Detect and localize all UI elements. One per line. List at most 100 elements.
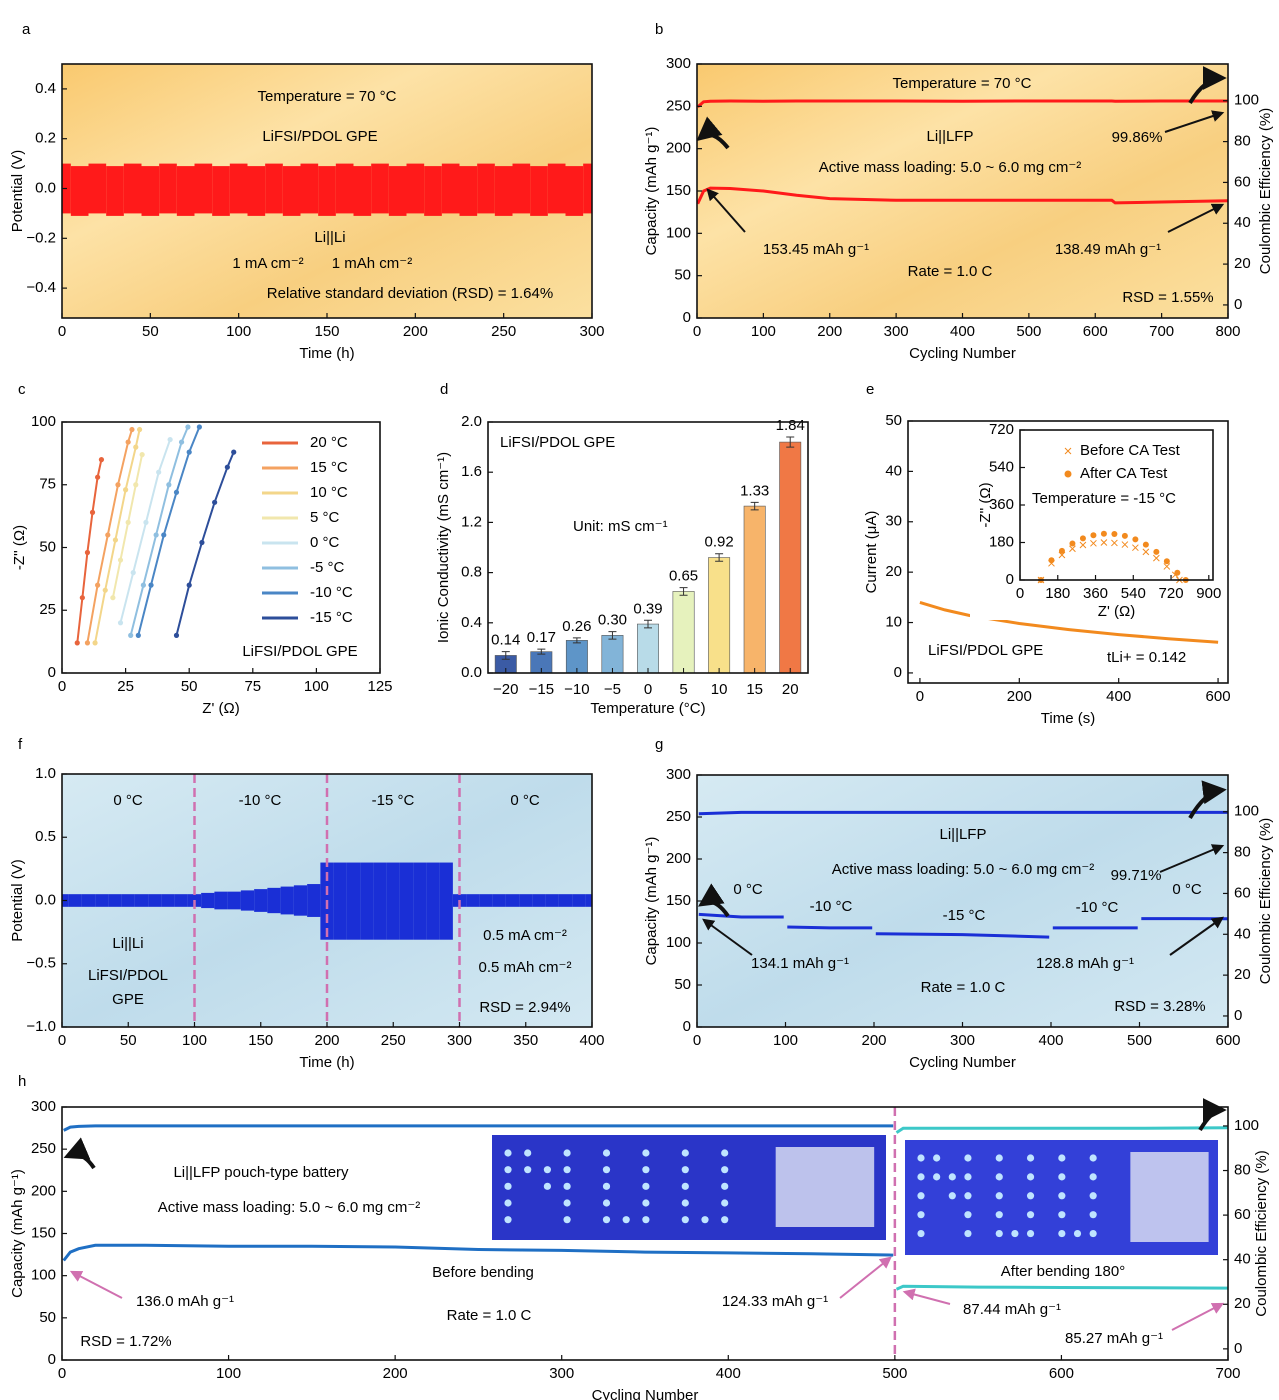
marker	[84, 549, 91, 556]
curved-arrow	[1188, 780, 1227, 819]
y2-tick-label: 60	[1234, 173, 1251, 190]
led	[524, 1166, 532, 1174]
marker	[178, 439, 185, 445]
axes-frame	[487, 421, 809, 674]
led	[504, 1199, 512, 1207]
marker	[186, 449, 192, 455]
marker	[212, 499, 218, 505]
led	[642, 1182, 650, 1190]
y-tick-label: −0.5	[26, 955, 56, 972]
led	[1058, 1154, 1066, 1162]
x-tick-label: −20	[493, 681, 518, 698]
marker	[1163, 563, 1171, 570]
y-tick-label: 30	[885, 513, 902, 530]
voltage-band	[441, 163, 460, 214]
x-tick-label: 600	[1049, 1365, 1074, 1382]
y-tick-label: 150	[666, 892, 691, 909]
annotation: LiFSI/PDOL GPE	[928, 642, 1043, 659]
marker	[105, 532, 111, 538]
x-tick-label: 400	[1106, 688, 1131, 705]
led	[1058, 1229, 1066, 1238]
voltage-band	[81, 894, 96, 907]
led	[681, 1166, 689, 1174]
led	[964, 1192, 972, 1200]
voltage-band	[148, 894, 162, 907]
voltage-band	[68, 894, 82, 907]
x-tick-label: 25	[117, 678, 134, 695]
data-line	[698, 912, 1229, 939]
x-tick-label: 75	[244, 678, 261, 695]
x-tick-label: 300	[447, 1032, 472, 1049]
data-line	[76, 459, 103, 644]
led	[642, 1166, 650, 1174]
annotation: Rate = 1.0 C	[921, 979, 1006, 996]
y-axis-label: Ionic Conductivity (mS cm⁻¹)	[435, 452, 452, 643]
voltage-band	[547, 163, 566, 214]
y-tick-label: 0.4	[461, 614, 482, 631]
marker	[1174, 569, 1181, 576]
led	[563, 1166, 571, 1174]
marker	[89, 509, 96, 515]
voltage-band	[293, 885, 308, 916]
panel-letter: g	[655, 736, 663, 753]
x-tick-label: 200	[314, 1032, 339, 1049]
y-tick-label: 250	[666, 808, 691, 825]
led	[504, 1182, 512, 1190]
led	[948, 1192, 956, 1200]
y-tick-label: 50	[674, 976, 691, 993]
curved-arrow	[1198, 1098, 1227, 1132]
y2-tick-label: 60	[1234, 884, 1251, 901]
error-bar	[750, 501, 759, 511]
marker	[1153, 548, 1160, 555]
y-tick-label: −0.2	[26, 229, 56, 246]
x-tick-label: 400	[579, 1032, 604, 1049]
annotation: RSD = 1.55%	[1122, 289, 1213, 306]
annotation: 153.45 mAh g⁻¹	[763, 241, 869, 258]
panel-letter: b	[655, 21, 663, 38]
error-bar	[572, 637, 581, 644]
voltage-band	[505, 894, 520, 907]
marker	[74, 640, 80, 646]
led	[602, 1199, 611, 1207]
legend-label: 10 °C	[310, 484, 348, 501]
y2-tick-label: 100	[1234, 803, 1259, 820]
led	[1026, 1192, 1035, 1200]
led	[642, 1149, 650, 1157]
led	[1026, 1211, 1035, 1219]
voltage-band	[346, 862, 361, 940]
legend-label: 20 °C	[310, 434, 348, 451]
x-tick-label: 100	[751, 323, 776, 340]
x-axis-label: Cycling Number	[592, 1387, 699, 1400]
voltage-band	[585, 894, 592, 907]
arrow	[1171, 1302, 1225, 1331]
y-tick-label: 1.2	[461, 513, 482, 530]
x-tick-label: 100	[773, 1032, 798, 1049]
y2-tick-label: 40	[1234, 925, 1251, 942]
panel-letter: c	[18, 381, 26, 398]
voltage-band	[212, 166, 230, 216]
arrow	[839, 1256, 892, 1299]
marker	[1079, 535, 1086, 542]
led	[602, 1166, 611, 1174]
voltage-band	[141, 166, 160, 216]
x-tick-label: 0	[58, 678, 66, 695]
led	[948, 1173, 956, 1181]
annotation: 0 °C	[510, 792, 540, 809]
marker	[102, 587, 108, 593]
annotation: Li||LFP	[940, 826, 987, 843]
legend-swatch	[1064, 447, 1072, 455]
annotation: -10 °C	[810, 898, 853, 915]
y-tick-label: 150	[31, 1224, 56, 1241]
voltage-band	[388, 166, 407, 216]
y2-tick-label: 20	[1234, 1295, 1251, 1312]
x-tick-label: 0	[644, 681, 652, 698]
y-axis-label: -Z'' (Ω)	[977, 482, 994, 527]
error-bar	[679, 587, 688, 596]
marker	[1069, 545, 1076, 553]
marker	[185, 424, 191, 430]
voltage-band	[265, 163, 283, 214]
plot-background	[697, 64, 1228, 318]
led	[933, 1154, 941, 1162]
arrow	[702, 918, 753, 956]
voltage-band	[95, 894, 109, 907]
